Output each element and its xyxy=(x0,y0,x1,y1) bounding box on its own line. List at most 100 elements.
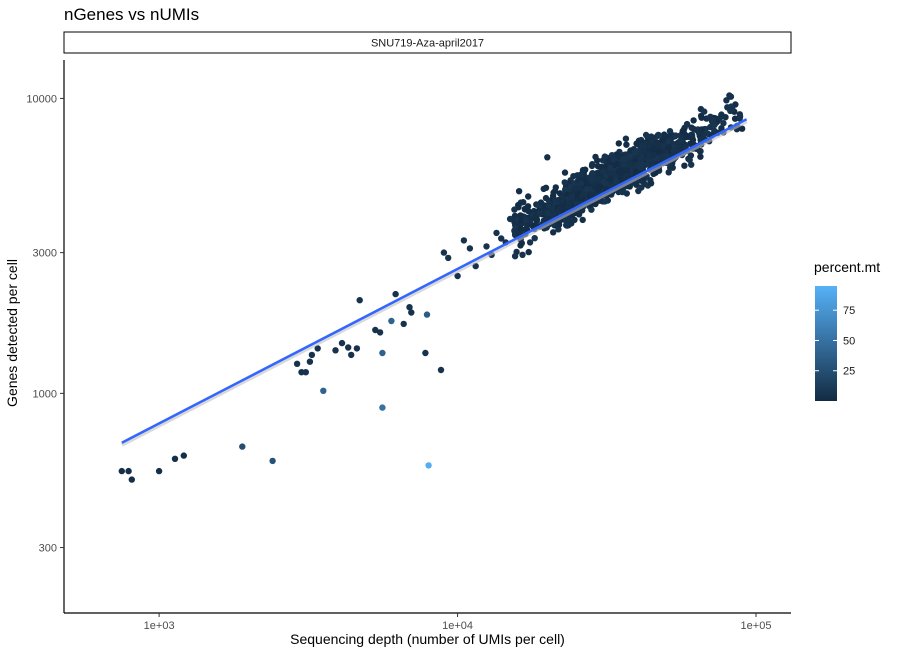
x-axis-ticks: 1e+03 1e+04 1e+05 xyxy=(144,613,771,632)
scatter-point xyxy=(269,457,276,465)
scatter-point xyxy=(613,178,620,185)
scatter-point xyxy=(633,140,640,147)
scatter-point xyxy=(678,136,685,143)
legend-colorbar xyxy=(815,286,837,401)
scatter-point xyxy=(348,351,355,359)
scatter-point xyxy=(595,175,603,183)
scatter-point xyxy=(578,171,585,178)
scatter-point xyxy=(155,467,163,475)
scatter-point xyxy=(523,216,530,223)
scatter-point xyxy=(506,215,514,223)
scatter-point xyxy=(600,168,607,175)
scatter-point xyxy=(736,115,743,122)
scatter-point xyxy=(511,206,518,213)
scatter-point xyxy=(709,116,717,124)
scatter-point xyxy=(379,404,386,411)
scatter-point xyxy=(638,177,645,184)
x-axis-title: Sequencing depth (number of UMIs per cel… xyxy=(290,631,565,647)
y-axis-ticks: 300 1000 3000 10000 xyxy=(26,93,64,555)
scatter-point xyxy=(314,345,321,352)
scatter-point xyxy=(239,443,246,450)
scatter-point xyxy=(536,210,543,217)
scatter-point xyxy=(400,320,407,328)
scatter-point xyxy=(607,175,614,183)
scatter-point xyxy=(720,120,727,127)
y-tick-label: 10000 xyxy=(26,93,57,105)
scatter-point xyxy=(526,239,534,246)
scatter-point xyxy=(687,152,695,159)
scatter-point xyxy=(544,209,551,217)
scatter-point xyxy=(639,147,647,154)
scatter-point xyxy=(690,117,697,124)
scatter-point xyxy=(581,191,588,198)
scatter-point xyxy=(729,106,736,113)
scatter-point xyxy=(379,349,386,357)
scatter-point xyxy=(308,351,316,359)
scatter-point xyxy=(406,304,413,311)
scatter-point xyxy=(483,243,490,250)
scatter-point xyxy=(679,128,686,135)
scatter-point xyxy=(180,452,187,459)
scatter-point xyxy=(620,162,628,169)
scatter-point xyxy=(583,186,591,193)
scatter-point xyxy=(550,229,557,236)
scatter-point xyxy=(125,467,132,475)
scatter-point xyxy=(338,339,346,347)
scatter-point xyxy=(460,237,468,244)
scatter-point xyxy=(544,154,551,161)
scatter-point xyxy=(593,184,600,191)
scatter-point xyxy=(525,207,532,215)
y-tick-label: 300 xyxy=(39,543,57,555)
scatter-point xyxy=(659,136,667,143)
y-axis-title: Genes detected per cell xyxy=(4,259,20,407)
y-tick-label: 1000 xyxy=(33,388,57,400)
scatter-point xyxy=(542,215,550,222)
scatter-point xyxy=(293,360,301,367)
scatter-point xyxy=(655,131,662,139)
scatter-point xyxy=(306,358,314,365)
scatter-point xyxy=(552,184,559,191)
scatter-point xyxy=(632,168,640,176)
legend-title: percent.mt xyxy=(814,259,880,275)
scatter-point xyxy=(697,153,704,160)
scatter-point xyxy=(738,125,746,132)
scatter-point xyxy=(568,194,576,201)
scatter-point xyxy=(537,199,545,206)
scatter-point xyxy=(650,151,657,159)
scatter-point xyxy=(552,197,559,204)
scatter-point xyxy=(562,217,570,224)
scatter-point xyxy=(392,290,399,298)
scatter-point xyxy=(622,135,630,142)
scatter-point xyxy=(620,156,627,163)
scatter-point xyxy=(723,97,730,104)
scatter-point xyxy=(633,181,640,188)
scatter-point xyxy=(425,462,432,469)
scatter-point xyxy=(647,177,654,184)
scatter-point xyxy=(556,206,563,213)
scatter-point xyxy=(517,242,524,249)
scatter-point xyxy=(588,206,595,213)
scatter-point xyxy=(511,253,519,260)
scatter-point xyxy=(524,203,532,210)
scatter-point xyxy=(654,140,662,147)
legend-ticks: 25 50 75 xyxy=(815,305,855,378)
scatter-point xyxy=(639,142,646,149)
scatter-point xyxy=(493,229,500,237)
scatter-point xyxy=(665,144,672,151)
scatter-point xyxy=(376,329,384,336)
scatter-point xyxy=(574,190,581,198)
scatter-point xyxy=(587,175,594,182)
scatter-point xyxy=(698,126,705,133)
scatter-point xyxy=(666,128,674,135)
scatter-point xyxy=(171,455,179,462)
scatter-point xyxy=(628,160,635,167)
scatter-point xyxy=(517,225,524,232)
scatter-point xyxy=(665,169,672,176)
scatter-point xyxy=(445,254,452,262)
scatter-point xyxy=(332,347,339,354)
scatter-point xyxy=(611,170,618,177)
scatter-point xyxy=(118,467,126,475)
legend-tick-label: 25 xyxy=(843,366,855,378)
scatter-point xyxy=(525,193,532,200)
scatter-point xyxy=(345,344,352,351)
